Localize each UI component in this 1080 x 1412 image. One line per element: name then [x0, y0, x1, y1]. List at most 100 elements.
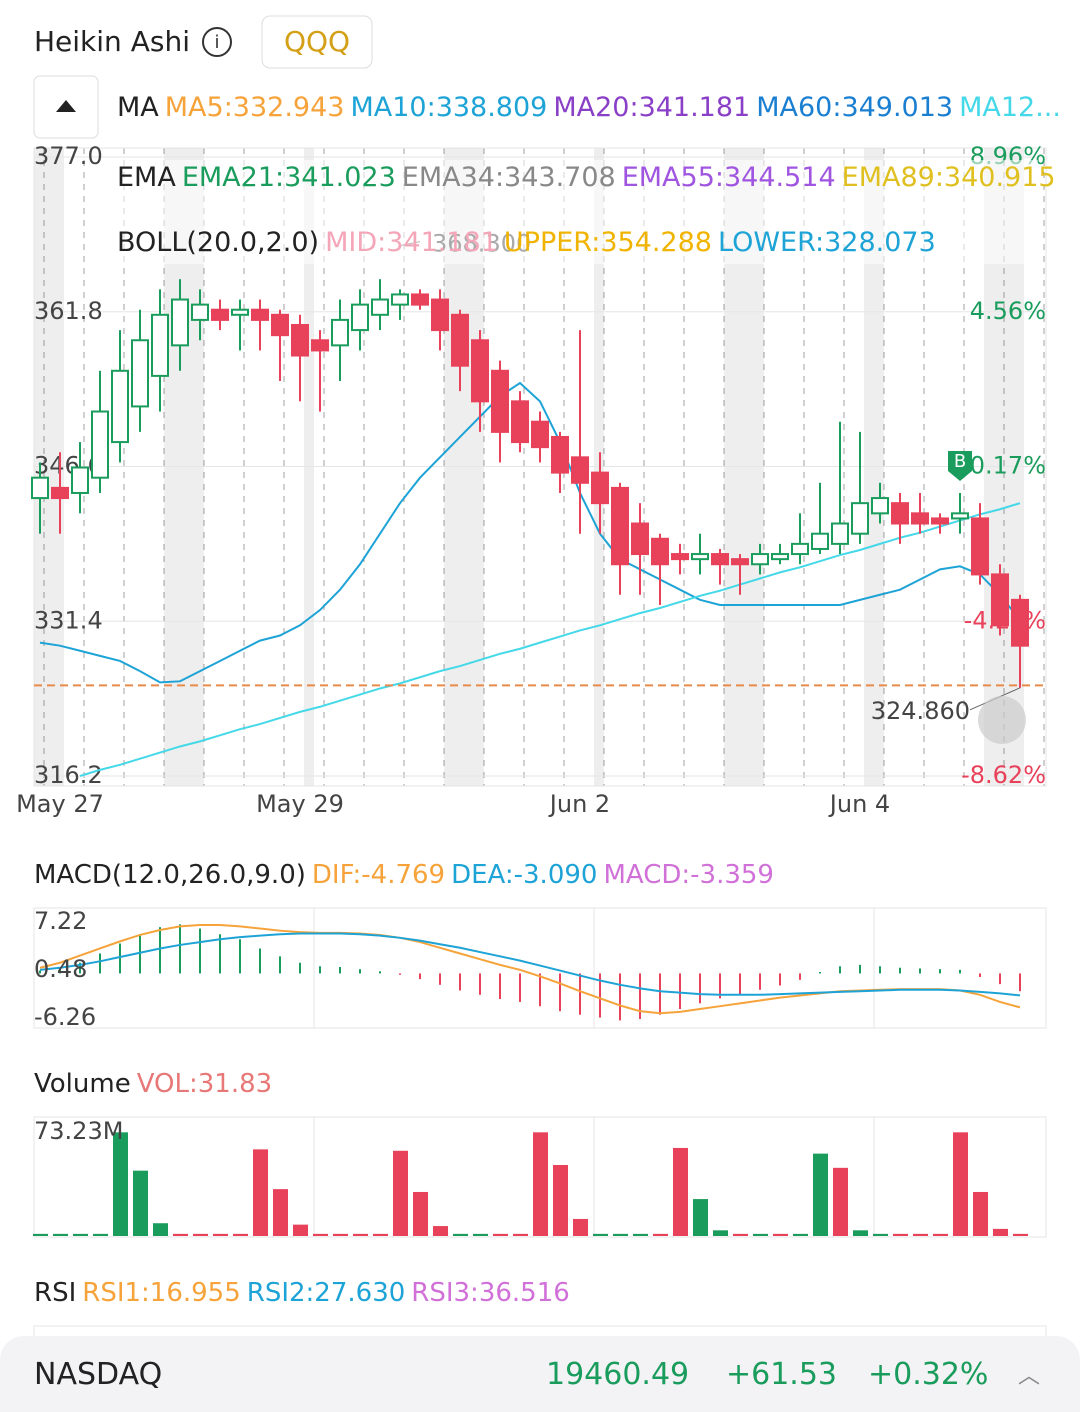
- candle-body: [211, 308, 229, 321]
- candle-body: [671, 553, 689, 561]
- candle-body: [591, 471, 609, 505]
- legend-name: MACD(12.0,26.0,9.0): [34, 860, 306, 890]
- y-tick-label: 7.22: [34, 907, 87, 935]
- candle-body: [951, 512, 969, 520]
- buy-marker: [948, 450, 972, 481]
- index-bar[interactable]: NASDAQ 19460.49 +61.53 +0.32% ︿: [0, 1336, 1080, 1412]
- y-tick-label: 0.48: [34, 955, 87, 983]
- expand-chevron[interactable]: ︿: [1018, 1364, 1041, 1389]
- volume-bar: [473, 1233, 488, 1236]
- legend-name: BOLL(20.0,2.0): [117, 227, 319, 258]
- volume-bar: [213, 1233, 228, 1236]
- symbol-box[interactable]: [261, 15, 373, 69]
- candle-body: [91, 410, 109, 479]
- y-tick-label: 73.23M: [34, 1117, 123, 1145]
- volume-bar: [653, 1233, 668, 1236]
- macd-line: [39, 932, 1021, 997]
- collapse-arrow: [56, 100, 76, 112]
- candle-body: [831, 522, 849, 545]
- candle-body: [311, 339, 329, 352]
- legend-item: MA10:338.809: [350, 92, 547, 123]
- legend-item: RSI3:36.516: [411, 1278, 570, 1308]
- low-label: 324.860: [871, 697, 970, 725]
- x-tick-label: May 29: [256, 790, 344, 818]
- legend-bg: [108, 160, 1038, 264]
- volume-bar: [593, 1233, 608, 1236]
- y-tick-label: 331.4: [34, 606, 103, 634]
- volume-bar: [53, 1233, 68, 1236]
- y-tick-label: 361.8: [34, 297, 103, 325]
- rsi-frame: [33, 1325, 1047, 1336]
- legend-item: EMA34:343.708: [402, 162, 616, 193]
- volume-bar: [893, 1233, 908, 1236]
- legend-row: MA MA5:332.943 MA10:338.809 MA20:341.181 MA6…: [117, 92, 1061, 123]
- x-tick-label: May 27: [16, 790, 104, 818]
- volume-bar: [573, 1218, 588, 1236]
- volume-bar: [173, 1233, 188, 1236]
- volume-bar: [993, 1228, 1008, 1236]
- y-tick-label: 377.0: [34, 142, 103, 170]
- legend-item: MACD:-3.359: [603, 860, 774, 890]
- candle-body: [71, 466, 89, 494]
- index-price: 19460.49: [546, 1356, 690, 1392]
- volume-bar: [973, 1191, 988, 1236]
- candle-body: [991, 573, 1009, 627]
- candle-body: [851, 502, 869, 535]
- candle-body: [911, 512, 929, 525]
- candle-body: [151, 313, 169, 377]
- indicator-line: [39, 381, 1021, 684]
- volume-bar: [393, 1150, 408, 1236]
- candle-body: [571, 456, 589, 484]
- legend-item: EMA89:340.915: [842, 162, 1056, 193]
- volume-bar: [33, 1233, 48, 1236]
- zoom-button[interactable]: [978, 696, 1026, 744]
- volume-bar: [233, 1233, 248, 1236]
- legend-item: EMA55:344.514: [622, 162, 836, 193]
- candle-body: [231, 308, 249, 316]
- volume-bar: [413, 1191, 428, 1236]
- y-tick-label: -6.26: [34, 1003, 96, 1031]
- volume-bar: [513, 1233, 528, 1236]
- candle-body: [751, 553, 769, 566]
- volume-frame: [33, 1116, 1047, 1238]
- volume-bar: [833, 1167, 848, 1236]
- volume-bar: [253, 1149, 268, 1236]
- candle-body: [111, 369, 129, 444]
- index-change-pct: +0.32%: [868, 1356, 989, 1392]
- volume-bar: [133, 1170, 148, 1236]
- legend-name: MA: [117, 92, 159, 123]
- volume-bar: [753, 1233, 768, 1236]
- legend-item: DIF:-4.769: [312, 860, 445, 890]
- candle-body: [931, 517, 949, 525]
- chart-screen: Heikin Ashi i QQQ 316.2-8.62%331.4-4.2?%…: [16, 15, 1061, 1336]
- volume-bar: [673, 1147, 688, 1236]
- candle-body: [31, 476, 49, 500]
- chart-style[interactable]: Heikin Ashi: [34, 25, 190, 58]
- legend-item: DEA:-3.090: [451, 860, 597, 890]
- volume-bar: [113, 1132, 128, 1236]
- volume-bar: [73, 1233, 88, 1236]
- volume-bar: [853, 1230, 868, 1236]
- volume-bar: [913, 1233, 928, 1236]
- volume-bar: [333, 1233, 348, 1236]
- legend-row: MACD(12.0,26.0,9.0) DIF:-4.769 DEA:-3.090 M…: [34, 860, 774, 890]
- candle-body: [171, 298, 189, 347]
- pct-label: 4.56%: [970, 297, 1046, 325]
- candle-body: [271, 313, 289, 337]
- volume-bar: [293, 1224, 308, 1236]
- x-tick-label: Jun 4: [828, 790, 890, 818]
- macd-frame: [33, 907, 1047, 1029]
- volume-bar: [353, 1233, 368, 1236]
- info-icon[interactable]: [202, 27, 232, 57]
- candle-body: [731, 558, 749, 566]
- candle-body: [971, 517, 989, 576]
- volume-bar: [693, 1199, 708, 1236]
- legend-item: RSI2:27.630: [247, 1278, 406, 1308]
- candle-body: [511, 400, 529, 444]
- y-tick-label: 316.2: [34, 761, 103, 789]
- index-change: +61.53: [726, 1356, 838, 1392]
- legend-item: EMA21:341.023: [182, 162, 396, 193]
- legend-item: RSI1:16.955: [82, 1278, 241, 1308]
- legend-row: RSI RSI1:16.955 RSI2:27.630 RSI3:36.516: [34, 1278, 570, 1308]
